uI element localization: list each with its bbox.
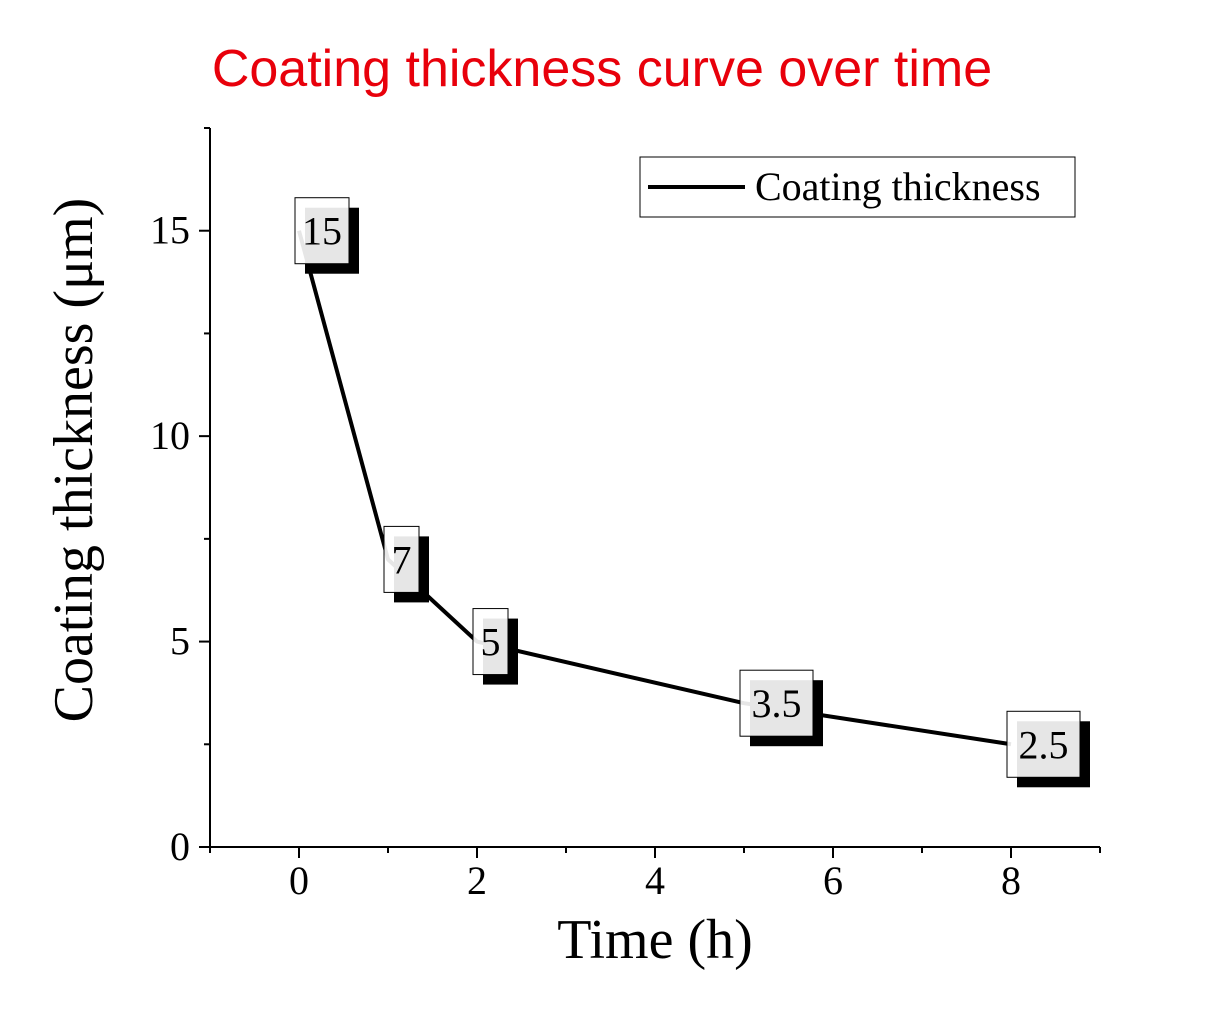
x-tick-label: 2 bbox=[467, 858, 487, 903]
data-label-box bbox=[294, 197, 350, 265]
y-tick-label: 15 bbox=[150, 208, 190, 253]
series-layer bbox=[297, 230, 1012, 747]
x-tick-label: 0 bbox=[289, 858, 309, 903]
data-label: 2.5 bbox=[1006, 710, 1090, 788]
data-label-box bbox=[739, 669, 814, 737]
data-label: 7 bbox=[383, 525, 429, 603]
data-label-text: 15 bbox=[302, 209, 342, 254]
y-tick-label: 0 bbox=[170, 824, 190, 869]
data-label-text: 3.5 bbox=[752, 681, 802, 726]
data-label-text: 7 bbox=[392, 537, 412, 582]
y-tick-label: 5 bbox=[170, 619, 190, 664]
data-label-box bbox=[1006, 710, 1081, 778]
data-label-box bbox=[383, 525, 420, 593]
data-label-text: 2.5 bbox=[1019, 722, 1069, 767]
y-axis-label: Coating thickness (μm) bbox=[43, 198, 105, 723]
data-label-box bbox=[472, 608, 509, 676]
data-label: 3.5 bbox=[739, 669, 823, 747]
x-tick-label: 6 bbox=[823, 858, 843, 903]
data-label: 5 bbox=[472, 608, 518, 685]
data-labels: 15 7 5 3.5 2.5 bbox=[294, 197, 1090, 788]
tick-labels: 0 2 4 6 8 0 5 10 15 bbox=[150, 208, 1021, 903]
x-tick-label: 8 bbox=[1001, 858, 1021, 903]
data-label-text: 5 bbox=[481, 620, 501, 665]
legend: Coating thickness bbox=[639, 156, 1076, 218]
data-label: 15 bbox=[294, 197, 359, 274]
x-axis-label: Time (h) bbox=[557, 909, 753, 971]
y-tick-label: 10 bbox=[150, 413, 190, 458]
tick-marks bbox=[199, 127, 1101, 858]
legend-label: Coating thickness bbox=[755, 164, 1041, 209]
x-tick-label: 4 bbox=[645, 858, 665, 903]
series-line bbox=[297, 230, 1012, 747]
chart-title: Coating thickness curve over time bbox=[212, 40, 992, 98]
